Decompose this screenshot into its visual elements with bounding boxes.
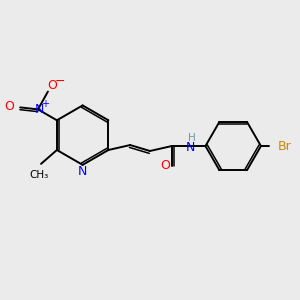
Text: H: H [188,133,196,143]
Text: Br: Br [278,140,292,152]
Text: −: − [55,75,65,88]
Text: +: + [41,99,49,110]
Text: N: N [186,140,195,154]
Text: N: N [78,165,87,178]
Text: CH₃: CH₃ [29,170,49,180]
Text: O: O [4,100,14,113]
Text: O: O [47,79,57,92]
Text: N: N [34,103,44,116]
Text: O: O [160,159,170,172]
